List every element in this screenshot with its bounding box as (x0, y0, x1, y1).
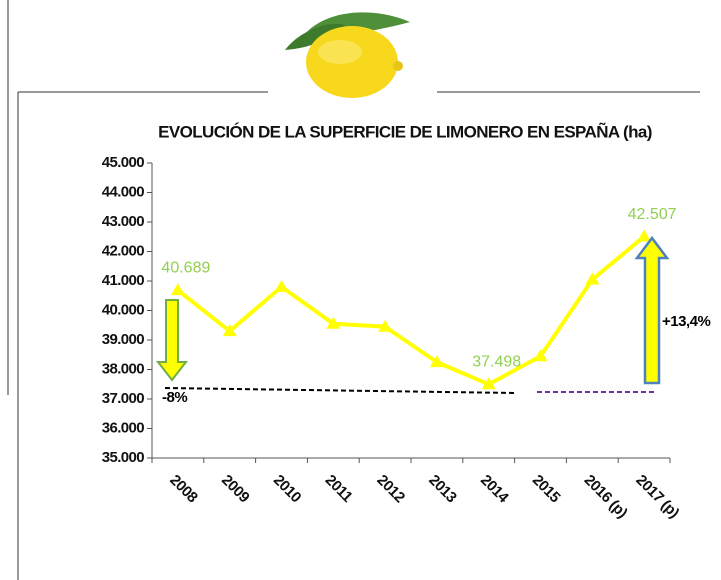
y-tick-label: 43.000 (102, 213, 145, 230)
y-tick-label: 36.000 (102, 419, 145, 436)
y-tick-label: 39.000 (102, 331, 145, 348)
page: EVOLUCIÓN DE LA SUPERFICIE DE LIMONERO E… (0, 0, 721, 580)
chart-title: EVOLUCIÓN DE LA SUPERFICIE DE LIMONERO E… (158, 121, 652, 141)
y-tick-label: 41.000 (102, 272, 145, 289)
y-tick-label: 45.000 (102, 154, 145, 171)
y-tick-label: 37.000 (102, 390, 145, 407)
annotation: -8% (162, 389, 187, 406)
value-label: 42.507 (628, 206, 677, 223)
y-tick-label: 42.000 (102, 242, 145, 259)
y-tick-label: 35.000 (102, 449, 145, 466)
y-tick-label: 38.000 (102, 360, 145, 377)
y-tick-label: 40.000 (102, 301, 145, 318)
value-label: 40.689 (161, 259, 210, 276)
value-label: 37.498 (472, 354, 521, 371)
annotation: +13,4% (662, 313, 710, 330)
y-tick-label: 44.000 (102, 183, 145, 200)
